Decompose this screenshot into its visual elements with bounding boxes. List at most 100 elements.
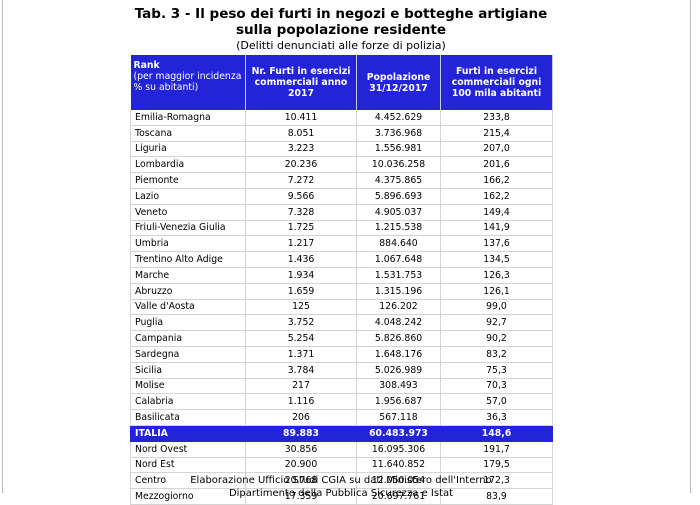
table-cell: 10.036.258 bbox=[356, 156, 441, 174]
table-cell: 215,4 bbox=[440, 125, 553, 142]
table-cell: Friuli-Venezia Giulia bbox=[130, 220, 246, 237]
table-cell: 217 bbox=[245, 378, 357, 395]
table-row: Campania 5.254 5.826.860 90,2 bbox=[130, 330, 553, 347]
table-cell: 4.375.865 bbox=[356, 172, 441, 189]
table-cell: 57,0 bbox=[440, 393, 553, 411]
table-cell: Calabria bbox=[130, 393, 246, 411]
table-cell: 125 bbox=[245, 299, 357, 316]
table-cell: 75,3 bbox=[440, 362, 553, 379]
table-cell: 1.956.687 bbox=[356, 393, 441, 411]
table-cell: Campania bbox=[130, 330, 246, 347]
table-cell: 11.640.852 bbox=[356, 457, 441, 474]
table-cell: ITALIA bbox=[130, 425, 246, 442]
table-row: Calabria 1.116 1.956.687 57,0 bbox=[130, 393, 553, 411]
table-cell: 1.648.176 bbox=[356, 346, 441, 363]
table-cell: 89.883 bbox=[245, 425, 357, 442]
table-cell: 206 bbox=[245, 409, 357, 426]
table-cell: 1.315.196 bbox=[356, 283, 441, 300]
table-cell: 20.900 bbox=[245, 457, 357, 474]
table-row: Centro 20.768 12.050.054 172,3 bbox=[130, 472, 553, 490]
table-cell: 7.328 bbox=[245, 204, 357, 221]
table-cell: 149,4 bbox=[440, 204, 553, 221]
table-cell: 1.531.753 bbox=[356, 267, 441, 284]
table-cell: Sicilia bbox=[130, 362, 246, 379]
table-row: Liguria 3.223 1.556.981 207,0 bbox=[130, 141, 553, 158]
table-cell: 233,8 bbox=[440, 110, 553, 126]
table-cell: 1.725 bbox=[245, 220, 357, 237]
table-cell: 1.371 bbox=[245, 346, 357, 363]
table-cell: 3.752 bbox=[245, 314, 357, 332]
table-cell: Valle d'Aosta bbox=[130, 299, 246, 316]
table-cell: 9.566 bbox=[245, 188, 357, 205]
table-cell: Lombardia bbox=[130, 156, 246, 174]
table-cell: 30.856 bbox=[245, 441, 357, 458]
table-cell: Piemonte bbox=[130, 172, 246, 189]
table-row: Lombardia 20.236 10.036.258 201,6 bbox=[130, 156, 553, 174]
header-label: Rank bbox=[133, 60, 160, 71]
table-cell: 1.659 bbox=[245, 283, 357, 300]
table-row: Emilia-Romagna 10.411 4.452.629 233,8 bbox=[130, 110, 553, 126]
source-note: Dipartimento della Pubblica Sicurezza e … bbox=[228, 488, 454, 499]
table-cell: 3.784 bbox=[245, 362, 357, 379]
header-row: Rank (per maggior incidenza % su abitanti… bbox=[130, 55, 553, 110]
table-cell: 1.934 bbox=[245, 267, 357, 284]
table-cell: Puglia bbox=[130, 314, 246, 332]
table-cell: 5.254 bbox=[245, 330, 357, 347]
header-cell: Furti in esercizi commerciali ogni 100 m… bbox=[440, 55, 553, 110]
table-cell: 20.236 bbox=[245, 156, 357, 174]
header-cell: Popolazione 31/12/2017 bbox=[356, 55, 441, 110]
table-cell: Toscana bbox=[130, 125, 246, 142]
table-cell: 141,9 bbox=[440, 220, 553, 237]
table-cell: Umbria bbox=[130, 235, 246, 253]
table-row: Friuli-Venezia Giulia 1.725 1.215.538 141,9 bbox=[130, 220, 553, 237]
table-cell: Centro bbox=[130, 472, 246, 490]
table-cell: Molise bbox=[130, 378, 246, 395]
table-cell: 1.067.648 bbox=[356, 251, 441, 268]
table-cell: Abruzzo bbox=[130, 283, 246, 300]
table-cell: Marche bbox=[130, 267, 246, 284]
table-cell: 1.217 bbox=[245, 235, 357, 253]
table-row: Sicilia 3.784 5.026.989 75,3 bbox=[130, 362, 553, 379]
table-cell: 5.896.693 bbox=[356, 188, 441, 205]
header-cell: Nr. Furti in esercizi commerciali anno 2… bbox=[245, 55, 357, 110]
table-cell: 36,3 bbox=[440, 409, 553, 426]
table-cell: 1.556.981 bbox=[356, 141, 441, 158]
table-cell: 4.048.242 bbox=[356, 314, 441, 332]
table-cell: 10.411 bbox=[245, 110, 357, 126]
table-cell: 20.768 bbox=[245, 472, 357, 490]
table-cell: 191,7 bbox=[440, 441, 553, 458]
table-cell: Veneto bbox=[130, 204, 246, 221]
table-cell: 207,0 bbox=[440, 141, 553, 158]
table-cell: 92,7 bbox=[440, 314, 553, 332]
table-cell: 148,6 bbox=[440, 425, 553, 442]
table-cell: 4.452.629 bbox=[356, 110, 441, 126]
table-cell: 884.640 bbox=[356, 235, 441, 253]
table-cell: 162,2 bbox=[440, 188, 553, 205]
table-row: Marche 1.934 1.531.753 126,3 bbox=[130, 267, 553, 284]
table-cell: Sardegna bbox=[130, 346, 246, 363]
table-cell: 3.223 bbox=[245, 141, 357, 158]
table-cell: 5.826.860 bbox=[356, 330, 441, 347]
table-header: Rank (per maggior incidenza % su abitanti… bbox=[130, 55, 553, 110]
table-row: Abruzzo 1.659 1.315.196 126,1 bbox=[130, 283, 553, 300]
table-row: Umbria 1.217 884.640 137,6 bbox=[130, 235, 553, 253]
table-cell: 60.483.973 bbox=[356, 425, 441, 442]
table-cell: Trentino Alto Adige bbox=[130, 251, 246, 268]
table-cell: 201,6 bbox=[440, 156, 553, 174]
subtitle: (Delitti denunciati alle forze di polizi… bbox=[236, 39, 446, 52]
window-edge bbox=[690, 0, 691, 493]
table-cell: Lazio bbox=[130, 188, 246, 205]
table-cell: Nord Ovest bbox=[130, 441, 246, 458]
table-cell: 308.493 bbox=[356, 378, 441, 395]
table-row: Basilicata 206 567.118 36,3 bbox=[130, 409, 553, 426]
table-cell: 137,6 bbox=[440, 235, 553, 253]
table-cell: 99,0 bbox=[440, 299, 553, 316]
total-row: ITALIA 89.883 60.483.973 148,6 bbox=[130, 425, 553, 442]
table-cell: Liguria bbox=[130, 141, 246, 158]
title: sulla popolazione residente bbox=[235, 22, 447, 38]
table-cell: 1.436 bbox=[245, 251, 357, 268]
table-cell: Nord Est bbox=[130, 457, 246, 474]
table-cell: 179,5 bbox=[440, 457, 553, 474]
table-row: Nord Est 20.900 11.640.852 179,5 bbox=[130, 457, 553, 474]
table-cell: Basilicata bbox=[130, 409, 246, 426]
